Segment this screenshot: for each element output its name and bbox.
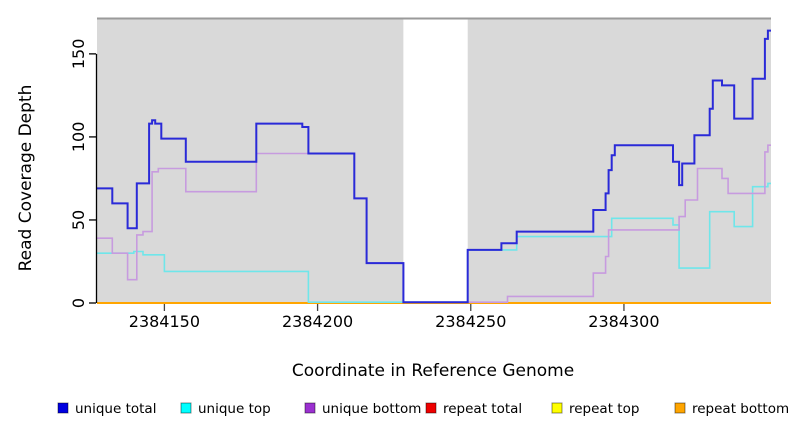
legend-label-repeat-top: repeat top bbox=[569, 401, 639, 417]
no-coverage-gap bbox=[403, 19, 468, 303]
x-axis-title: Coordinate in Reference Genome bbox=[292, 361, 574, 381]
legend-label-repeat-bottom: repeat bottom bbox=[692, 401, 789, 417]
x-tick-label: 2384300 bbox=[588, 312, 659, 331]
legend-swatch-repeat-total bbox=[425, 402, 437, 414]
legend-label-unique-bottom: unique bottom bbox=[322, 401, 421, 417]
x-tick-label: 2384150 bbox=[129, 312, 200, 331]
legend-swatch-unique-top bbox=[180, 402, 192, 414]
legend-label-unique-top: unique top bbox=[198, 401, 271, 417]
legend-swatch-unique-bottom bbox=[304, 402, 316, 414]
y-tick-label: 100 bbox=[69, 122, 88, 153]
y-tick-label: 0 bbox=[69, 298, 88, 308]
y-axis-title: Read Coverage Depth bbox=[16, 85, 36, 272]
series-line-unique-total bbox=[97, 29, 771, 304]
legend-swatch-repeat-bottom bbox=[674, 402, 686, 414]
legend-swatch-repeat-top bbox=[551, 402, 563, 414]
legend-label-repeat-total: repeat total bbox=[443, 401, 522, 417]
y-tick-label: 50 bbox=[69, 210, 88, 230]
x-tick-label: 2384200 bbox=[282, 312, 353, 331]
legend-label-unique-total: unique total bbox=[75, 401, 156, 417]
y-tick-label: 150 bbox=[69, 39, 88, 70]
legend-swatch-unique-total bbox=[57, 402, 69, 414]
x-tick-label: 2384250 bbox=[435, 312, 506, 331]
series-line-unique-top bbox=[97, 182, 771, 303]
